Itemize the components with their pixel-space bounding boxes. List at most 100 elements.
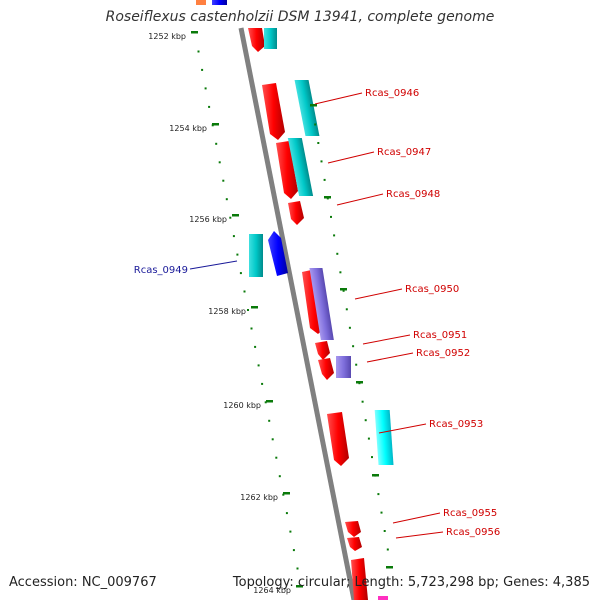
minor-tick-dot [271,438,274,441]
kbp-tick-label: 1262 kbp [240,493,278,502]
minor-tick-dot [296,567,299,570]
minor-tick-dot [326,197,329,200]
gene-leader-line [395,531,444,539]
kbp-tick-mark [324,196,331,199]
gene-leader-line [392,512,441,524]
minor-tick-dot [257,364,260,367]
minor-tick-dot [250,327,253,330]
gene-arrow-forward [288,201,304,225]
gene-label[interactable]: Rcas_0950 [405,284,459,295]
minor-tick-dot [289,530,292,533]
minor-tick-dot [330,215,332,218]
minor-tick-dot [218,161,221,164]
cog-block-teal [249,234,263,277]
kbp-tick-marks [191,31,393,588]
minor-tick-dots [197,50,389,570]
minor-tick-dot [380,511,383,514]
genome-backbone [238,27,357,600]
minor-tick-dot [282,493,285,496]
minor-tick-dot [358,382,361,385]
kbp-tick-mark [212,123,219,126]
gene-arrow-forward [345,521,361,537]
kbp-tick-mark [340,288,347,291]
gene-label[interactable]: Rcas_0951 [413,330,467,341]
minor-tick-dot [352,345,355,348]
minor-tick-dot [336,252,339,255]
cog-block-cyan [374,410,394,465]
gene-arrow-forward [248,28,265,52]
kbp-tick-mark [283,492,290,495]
gene-label[interactable]: Rcas_0949 [134,265,188,276]
minor-tick-dot [215,142,218,145]
minor-tick-dot [254,345,257,348]
minor-tick-dot [377,493,380,496]
gene-label[interactable]: Rcas_0953 [429,419,483,430]
minor-tick-dot [345,308,348,311]
minor-tick-dot [278,475,281,478]
gene-arrow-forward [327,412,349,466]
gene-arrow-forward [276,141,298,199]
minor-tick-dot [364,419,367,422]
minor-tick-dot [239,272,242,275]
minor-tick-dot [236,253,239,256]
minor-tick-dot [374,474,377,477]
kbp-tick-label: 1264 kbp [253,586,291,595]
cog-block-violet [309,268,334,340]
gene-leader-line [354,288,403,300]
minor-tick-dot [197,50,200,53]
gene-leader-line [189,260,238,270]
gene-arrow-forward [315,341,330,360]
cog-block-violet [336,356,351,378]
minor-tick-dot [232,235,235,238]
minor-tick-dot [247,309,249,311]
cog-block-teal [264,28,277,49]
kbp-tick-mark [386,566,393,569]
gene-features [196,0,394,600]
minor-tick-dot [355,363,358,366]
minor-tick-dot [371,456,373,459]
minor-tick-dot [285,512,288,515]
minor-tick-dot [201,68,204,71]
minor-tick-dot [292,549,295,552]
gene-label[interactable]: Rcas_0955 [443,508,497,519]
minor-tick-dot [383,530,386,532]
minor-tick-dot [222,179,225,182]
gene-label[interactable]: Rcas_0948 [386,189,440,200]
minor-tick-dot [348,326,351,329]
minor-tick-dot [314,123,317,126]
kbp-tick-label: 1258 kbp [208,307,246,316]
gene-arrow-forward [351,558,368,600]
minor-tick-dot [320,160,323,163]
minor-tick-dot [333,234,336,237]
gene-leader-line [314,92,363,105]
kbp-tick-mark [266,400,273,403]
kbp-tick-mark [191,31,198,34]
minor-tick-dot [268,419,271,422]
gene-label[interactable]: Rcas_0956 [446,527,500,538]
minor-tick-dot [225,198,228,201]
kbp-tick-mark [251,306,258,309]
minor-tick-dot [204,87,207,90]
minor-tick-dot [367,437,370,440]
gene-arrow-forward [262,83,285,140]
kbp-tick-mark [296,585,303,588]
gene-leader-line [336,193,384,206]
minor-tick-dot [229,216,232,219]
minor-tick-dot [317,142,320,144]
gene-label[interactable]: Rcas_0947 [377,147,431,158]
genome-title: Roseiflexus castenholzii DSM 13941, comp… [105,9,495,25]
minor-tick-dot [323,178,326,181]
minor-tick-dot [211,124,214,127]
genome-stats-label: Topology: circular; Length: 5,723,298 bp… [232,575,590,590]
kbp-tick-mark [310,104,317,107]
gene-label[interactable]: Rcas_0946 [365,88,419,99]
gene-label[interactable]: Rcas_0952 [416,348,470,359]
minor-tick-dot [275,456,278,459]
minor-tick-dot [342,289,345,292]
gene-top-blue [212,0,227,5]
gene-arrow-reverse [268,231,288,276]
minor-tick-dot [361,400,364,403]
kbp-tick-label: 1260 kbp [223,401,261,410]
gene-arrow-forward [347,537,362,551]
